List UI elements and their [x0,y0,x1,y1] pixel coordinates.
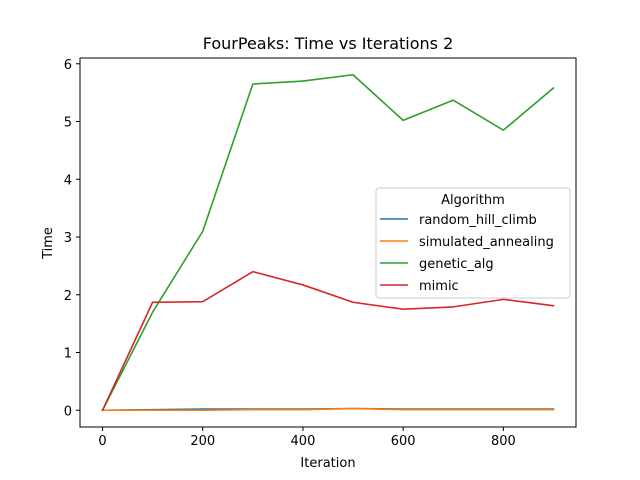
y-tick-label: 3 [64,231,72,246]
y-tick-label: 5 [64,116,72,131]
x-tick-label: 600 [391,434,416,449]
series-line-mimic [101,270,555,412]
legend-label-genetic-alg: genetic_alg [419,257,494,272]
legend-label-mimic: mimic [419,279,459,294]
chart-title: FourPeaks: Time vs Iterations 2 [203,34,454,53]
x-tick-label: 0 [98,434,106,449]
y-axis-title: Time [41,227,56,260]
y-tick-label: 4 [64,173,72,188]
x-tick-label: 800 [491,434,516,449]
legend: Algorithm random_hill_climb simulated_anne… [375,187,571,299]
y-tick-label: 1 [64,347,72,362]
x-tick-label: 200 [190,434,215,449]
x-tick-label: 400 [291,434,316,449]
plot-frame [79,57,577,428]
y-tick-label: 2 [64,289,72,304]
legend-box [375,187,571,299]
legend-title: Algorithm [441,193,505,208]
x-axis-title: Iteration [300,456,355,471]
series-line-genetic-alg [101,73,555,412]
legend-label-random-hill-climb: random_hill_climb [419,213,537,228]
y-tick-label: 0 [64,404,72,419]
series-line-simulated-annealing [101,407,555,412]
legend-label-simulated-annealing: simulated_annealing [419,235,554,250]
y-tick-label: 6 [64,58,72,73]
